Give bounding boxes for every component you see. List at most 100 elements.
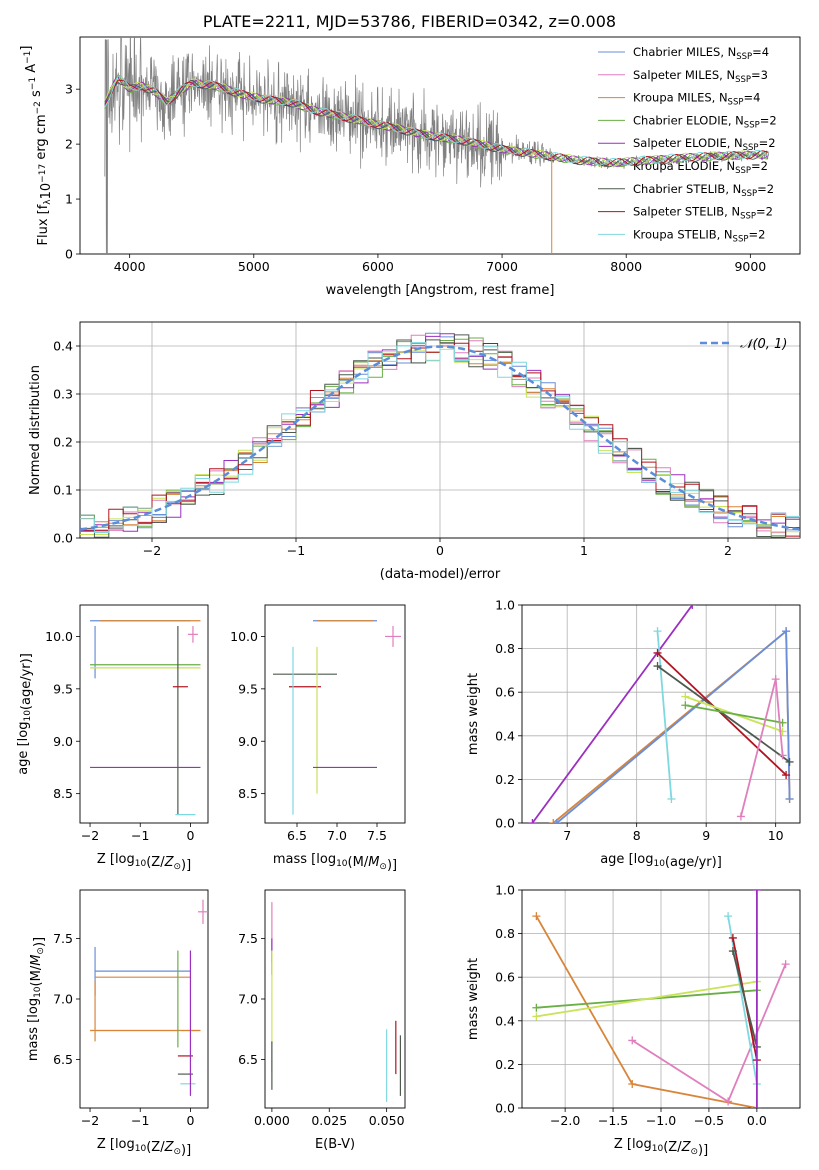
y-axis-label-part: −2 [33, 101, 43, 114]
tick-label-x: 0 [436, 543, 444, 558]
model-spectrum-line [104, 75, 768, 166]
label-sub: ⊙ [173, 1147, 181, 1157]
y-axis-label-part: Flux [f [36, 204, 51, 245]
label-sub: 10 [135, 1144, 147, 1154]
weight_vs_Z-plot [532, 890, 790, 1108]
label-sub: ⊙ [379, 862, 387, 872]
legend-value: =2 [759, 136, 776, 150]
legend-value: =2 [760, 113, 777, 127]
tick-label-y: 0 [65, 247, 73, 262]
histogram-step-line [80, 333, 800, 532]
legend-name: Salpeter STELIB, N [633, 205, 740, 219]
weight-marker [728, 947, 737, 956]
tick-label-x: −2 [81, 1113, 99, 1128]
legend-name: Chabrier ELODIE, N [633, 113, 744, 127]
legend-entry: Chabrier ELODIE, NSSP=2 [633, 113, 777, 130]
label-part: E(B-V) [315, 1137, 355, 1152]
weight-marker [785, 795, 794, 804]
label-part: log [115, 1137, 135, 1152]
weight-series-line [656, 631, 673, 800]
y-axis-label: mass weight [466, 673, 481, 755]
tick-label-y: 0.6 [495, 970, 515, 985]
weight-marker [628, 1080, 637, 1089]
spectrum-plot [104, 37, 770, 254]
tick-label-x: 0.050 [369, 1113, 405, 1128]
tick-label-x: −1.5 [598, 1113, 628, 1128]
tick-label-x: −1 [287, 543, 305, 558]
weight-series-line [656, 665, 791, 763]
legend-sub: SSP [744, 120, 760, 130]
y-axis-label: age [log10(age/yr)] [16, 653, 34, 775]
legend-entry: Chabrier MILES, NSSP=4 [633, 45, 769, 62]
weight-series-line [536, 980, 758, 1018]
y-axis-label-part: A [24, 64, 39, 77]
weight-marker [681, 701, 690, 710]
label-sub: ⊙ [690, 1147, 698, 1157]
axes-frame [79, 889, 209, 1109]
tick-label-x: 7.5 [367, 828, 387, 843]
tick-label-x: 8 [633, 828, 641, 843]
tick-label-x: 10 [768, 828, 784, 843]
tick-label-y: 10.0 [45, 629, 73, 644]
weight-marker [667, 795, 676, 804]
model-spectrum-line [104, 76, 768, 167]
tick-label-x: −1 [131, 828, 149, 843]
residuals-plot [80, 332, 800, 538]
tick-label-x: 0.025 [311, 1113, 347, 1128]
tick-label-y: 9.0 [53, 734, 73, 749]
tick-label-x: 0 [186, 828, 194, 843]
tick-label-y: 0.8 [495, 641, 515, 656]
label-part: Z [ [97, 1137, 115, 1152]
y-axis-label: mass weight [466, 958, 481, 1040]
mass_vs_Z-plot [90, 899, 208, 1096]
x-axis-label: Z [log10(Z/Z⊙)] [97, 1137, 191, 1158]
axes-frame [521, 889, 801, 1109]
legend-entry: 𝒩(0, 1) [740, 337, 787, 352]
label-part: Z [ [97, 852, 115, 867]
y-axis-label-part: λ [43, 199, 53, 205]
label-part: )] [387, 858, 397, 873]
y-axis-label-part: 10 [39, 183, 54, 200]
label-part: log [316, 852, 336, 867]
weight-marker [728, 933, 737, 942]
label-sub: 10 [336, 859, 348, 869]
y-axis-label: mass [log10(M/M⊙)] [26, 937, 47, 1061]
label-part: log [16, 722, 31, 742]
label-part: (M/ [29, 965, 44, 986]
axes-frame [264, 604, 406, 824]
age_vs_mass-plot [273, 620, 401, 815]
age_vs_Z-plot [90, 620, 201, 816]
tick-label-x: −2 [81, 828, 99, 843]
legend-value: =4 [743, 91, 760, 105]
weight-marker [549, 819, 558, 823]
weight-marker [782, 627, 791, 636]
y-axis-label-part: −1 [23, 51, 33, 64]
histogram-step-line [80, 342, 800, 533]
tick-label-x: −2 [143, 543, 161, 558]
tick-label-y: 0.6 [495, 685, 515, 700]
weight-series-line [656, 652, 787, 776]
label-part: Z [681, 1140, 692, 1155]
tick-label-y: 0.3 [53, 387, 73, 402]
tick-label-y: 0.4 [53, 339, 73, 354]
weight-marker [752, 1104, 761, 1108]
axes-frame [521, 604, 801, 824]
residuals-axes: −2 −1 0 1 2 0.0 0.1 0.2 0.3 0.4 𝒩(0, 1) (data-model… [28, 321, 801, 582]
weight-series-line [531, 605, 694, 823]
label-part: )] [698, 1143, 708, 1158]
tick-label-x: 0.0 [747, 1113, 767, 1128]
weight-marker [532, 1012, 541, 1021]
tick-label-y: 9.0 [238, 734, 258, 749]
label-part: mass [ [26, 1018, 41, 1061]
x-axis-label: age [log10(age/yr)] [600, 852, 722, 870]
label-part: (age/yr)] [19, 653, 34, 710]
label-part: Z [164, 1140, 175, 1155]
weight-marker [785, 757, 794, 766]
axes-frame [264, 889, 406, 1109]
age_vs_Z-axes: −2 −1 08.59.09.510.0Z [log10(Z/Z⊙)]age [lo… [16, 604, 209, 873]
legend-sub: SSP [743, 143, 759, 153]
weight-series-line [556, 629, 791, 823]
label-sub: ⊙ [173, 862, 181, 872]
mass_vs_ebv-axes: 0.000 0.025 0.050 6.5 7.0 7.5 E(B-V) [238, 889, 406, 1152]
weight-marker [782, 771, 791, 780]
